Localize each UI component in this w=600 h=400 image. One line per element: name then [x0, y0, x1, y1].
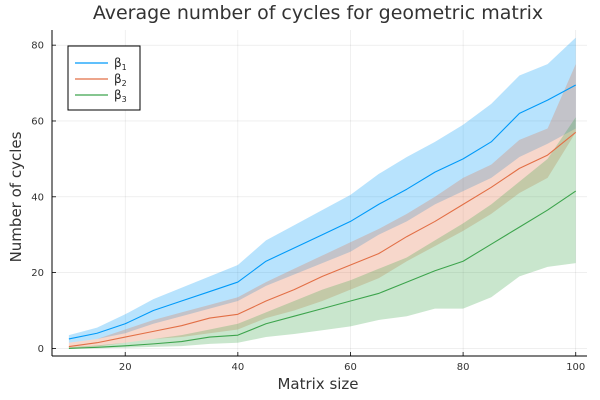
- y-tick-label: 60: [31, 116, 44, 127]
- x-tick-label: 80: [457, 362, 470, 373]
- y-axis-title: Number of cycles: [7, 131, 25, 262]
- x-tick-label: 20: [119, 362, 132, 373]
- axes: 20 40 60 80 100 0 20 40 60 80: [31, 30, 587, 373]
- x-axis-title: Matrix size: [277, 375, 358, 393]
- series-2-band: [68, 64, 576, 349]
- y-tick-label: 80: [31, 41, 44, 52]
- series-3-band: [68, 117, 576, 349]
- y-tick-label: 0: [38, 344, 44, 355]
- grid: [52, 30, 587, 356]
- series-lines: [68, 84, 577, 349]
- x-tick-label: 60: [344, 362, 357, 373]
- x-tick-label: 100: [566, 362, 585, 373]
- legend-box: [67, 45, 141, 111]
- x-tick-label: 40: [231, 362, 244, 373]
- series-1-line: [68, 84, 577, 340]
- y-tick-label: 20: [31, 268, 44, 279]
- chart-title: Average number of cycles for geometric m…: [93, 2, 543, 24]
- series-2-line: [68, 131, 577, 348]
- series-3-line: [68, 190, 577, 349]
- confidence-bands: [68, 37, 576, 349]
- y-tick-label: 40: [31, 192, 44, 203]
